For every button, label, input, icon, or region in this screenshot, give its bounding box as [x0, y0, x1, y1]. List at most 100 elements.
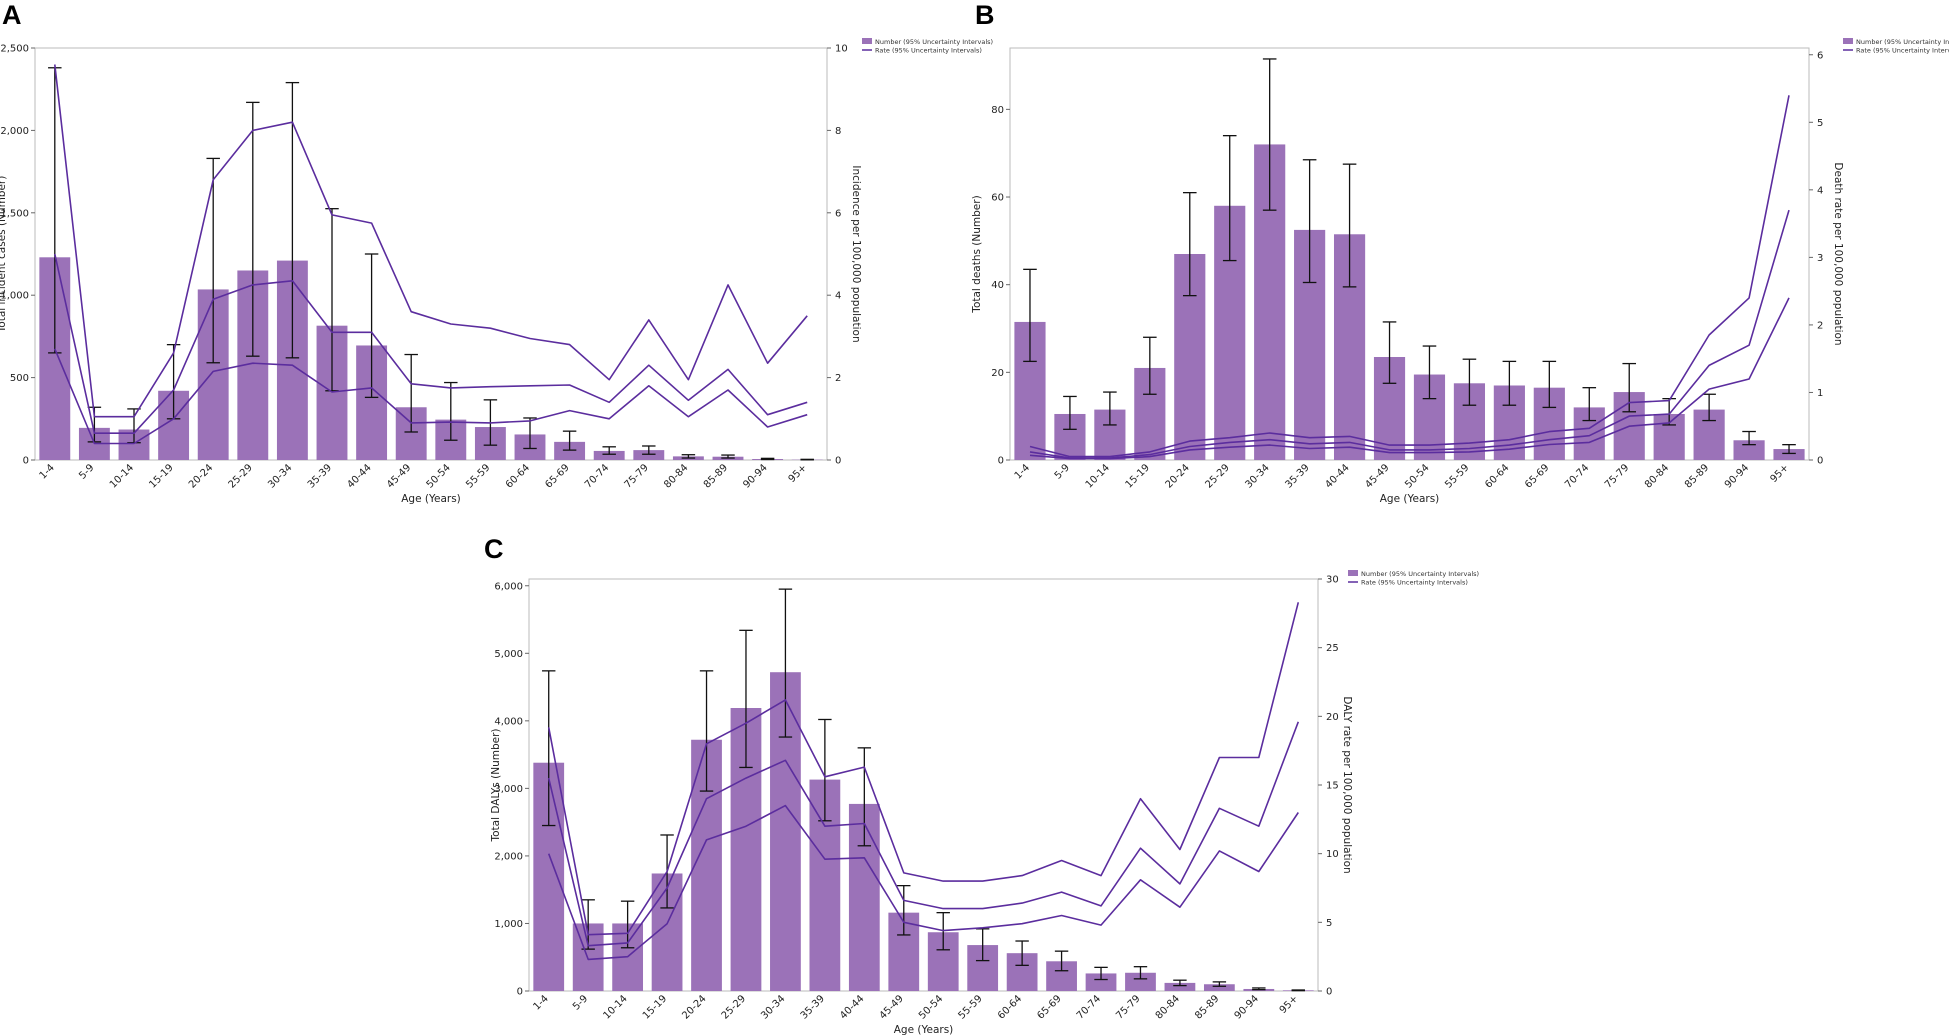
x-tick-label: 65-69 — [1035, 993, 1063, 1021]
x-tick-label: 25-29 — [1204, 462, 1232, 490]
x-tick-label: 90-94 — [1723, 462, 1751, 490]
y2-tick-label: 6 — [835, 208, 841, 219]
x-tick-label: 75-79 — [1603, 462, 1631, 490]
x-tick-label: 10-14 — [108, 462, 136, 490]
y-tick-label: 2,500 — [0, 44, 29, 55]
y2-tick-label: 25 — [1326, 643, 1339, 654]
x-tick-label: 40-44 — [838, 993, 866, 1021]
rate-line-upper — [54, 64, 808, 418]
x-tick-label: 65-69 — [1523, 462, 1551, 490]
x-tick-label: 95+ — [1278, 993, 1301, 1016]
legend-label-rate: Rate (95% Uncertainty Intervals) — [875, 47, 982, 55]
x-axis-title: Age (Years) — [894, 1024, 954, 1035]
x-tick-label: 70-74 — [1075, 993, 1103, 1021]
y-tick-label: 3,000 — [494, 784, 523, 795]
y2-tick-label: 20 — [1326, 712, 1339, 723]
y-tick-label: 0 — [517, 987, 523, 998]
legend-swatch-number — [862, 38, 872, 44]
y2-tick-label: 4 — [835, 291, 841, 302]
x-tick-label: 30-34 — [266, 462, 294, 490]
y2-tick-label: 30 — [1326, 575, 1339, 586]
y2-tick-label: 2 — [1817, 320, 1823, 331]
bar — [1125, 972, 1156, 991]
y-tick-label: 80 — [991, 105, 1004, 116]
y-axis-title: Total DALYs (Number) — [490, 729, 502, 843]
x-tick-label: 50-54 — [425, 462, 453, 490]
x-tick-label: 15-19 — [641, 993, 669, 1021]
y2-tick-label: 2 — [835, 373, 841, 384]
x-tick-label: 75-79 — [1114, 993, 1142, 1021]
bar — [1733, 440, 1765, 460]
y-axis-title: Total deaths (Number) — [971, 195, 983, 313]
panel-letter-a: A — [2, 0, 22, 30]
y-tick-label: 2,000 — [0, 126, 29, 137]
y2-axis-title: Death rate per 100,000 population — [1832, 162, 1844, 345]
x-tick-label: 20-24 — [680, 993, 708, 1021]
x-tick-label: 55-59 — [1443, 462, 1471, 490]
bar — [554, 441, 586, 460]
bar — [1164, 982, 1196, 991]
bar — [633, 450, 665, 460]
x-tick-label: 50-54 — [917, 993, 945, 1021]
x-tick-label: 30-34 — [1243, 462, 1271, 490]
legend-label-rate: Rate (95% Uncertainty Intervals) — [1856, 47, 1949, 55]
y2-tick-label: 4 — [1817, 185, 1823, 196]
x-tick-label: 15-19 — [147, 462, 175, 490]
bar — [1085, 973, 1117, 991]
x-tick-label: 60-64 — [504, 462, 532, 490]
y2-tick-label: 15 — [1326, 781, 1339, 792]
y-tick-label: 5,000 — [494, 649, 523, 660]
panel-letter-b: B — [975, 0, 995, 30]
rate-line-values — [547, 721, 1300, 947]
y-axis-title: Total incident cases (Number) — [0, 176, 8, 334]
x-tick-label: 55-59 — [464, 462, 492, 490]
x-axis-title: Age (Years) — [1380, 493, 1440, 505]
y2-tick-label: 1 — [1817, 388, 1823, 399]
bar — [1773, 449, 1805, 460]
x-tick-label: 95+ — [787, 462, 810, 485]
x-tick-label: 35-39 — [306, 462, 334, 490]
y2-tick-label: 6 — [1817, 50, 1823, 61]
y2-tick-label: 5 — [1326, 918, 1332, 929]
plot-frame — [34, 47, 828, 461]
x-tick-label: 60-64 — [1483, 462, 1511, 490]
y2-tick-label: 8 — [835, 126, 841, 137]
x-tick-label: 70-74 — [583, 462, 611, 490]
x-tick-label: 20-24 — [187, 462, 215, 490]
legend-swatch-number — [1348, 570, 1358, 576]
x-tick-label: 50-54 — [1403, 462, 1431, 490]
x-tick-label: 45-49 — [878, 993, 906, 1021]
y-tick-label: 4,000 — [494, 716, 523, 727]
x-tick-label: 85-89 — [1683, 462, 1711, 490]
x-tick-label: 15-19 — [1124, 462, 1152, 490]
x-tick-label: 75-79 — [623, 462, 651, 490]
y-tick-label: 500 — [10, 373, 29, 384]
legend-label-number: Number (95% Uncertainty Intervals) — [1856, 38, 1949, 46]
plot-frame — [1009, 47, 1810, 461]
y-tick-label: 2,000 — [494, 851, 523, 862]
x-tick-label: 5-9 — [1053, 462, 1072, 481]
x-axis-title: Age (Years) — [401, 493, 461, 505]
plot-frame — [528, 578, 1319, 992]
x-tick-label: 45-49 — [1363, 462, 1391, 490]
x-tick-label: 1-4 — [38, 462, 57, 481]
rate-line-upper — [1029, 95, 1790, 458]
y-tick-label: 40 — [991, 280, 1004, 291]
x-tick-label: 5-9 — [77, 462, 96, 481]
y2-axis-title: DALY rate per 100,000 population — [1341, 696, 1353, 873]
y2-axis-title: Incidence per 100,000 population — [850, 165, 862, 342]
x-tick-label: 10-14 — [1084, 462, 1112, 490]
x-tick-label: 80-84 — [662, 462, 690, 490]
x-tick-label: 30-34 — [759, 993, 787, 1021]
x-tick-label: 1-4 — [1013, 462, 1032, 481]
x-tick-label: 80-84 — [1643, 462, 1671, 490]
y-tick-label: 6,000 — [494, 581, 523, 592]
x-tick-label: 80-84 — [1154, 993, 1182, 1021]
x-tick-label: 90-94 — [1233, 993, 1261, 1021]
chart-panel-c: 0 1,000 2,000 3,000 4,000 5,000 6,000 0 5 10 15 20 2… — [490, 570, 1479, 1035]
rate-line-lower — [54, 348, 808, 445]
y2-tick-label: 3 — [1817, 253, 1823, 264]
x-tick-label: 5-9 — [571, 993, 590, 1012]
x-tick-label: 40-44 — [345, 462, 373, 490]
